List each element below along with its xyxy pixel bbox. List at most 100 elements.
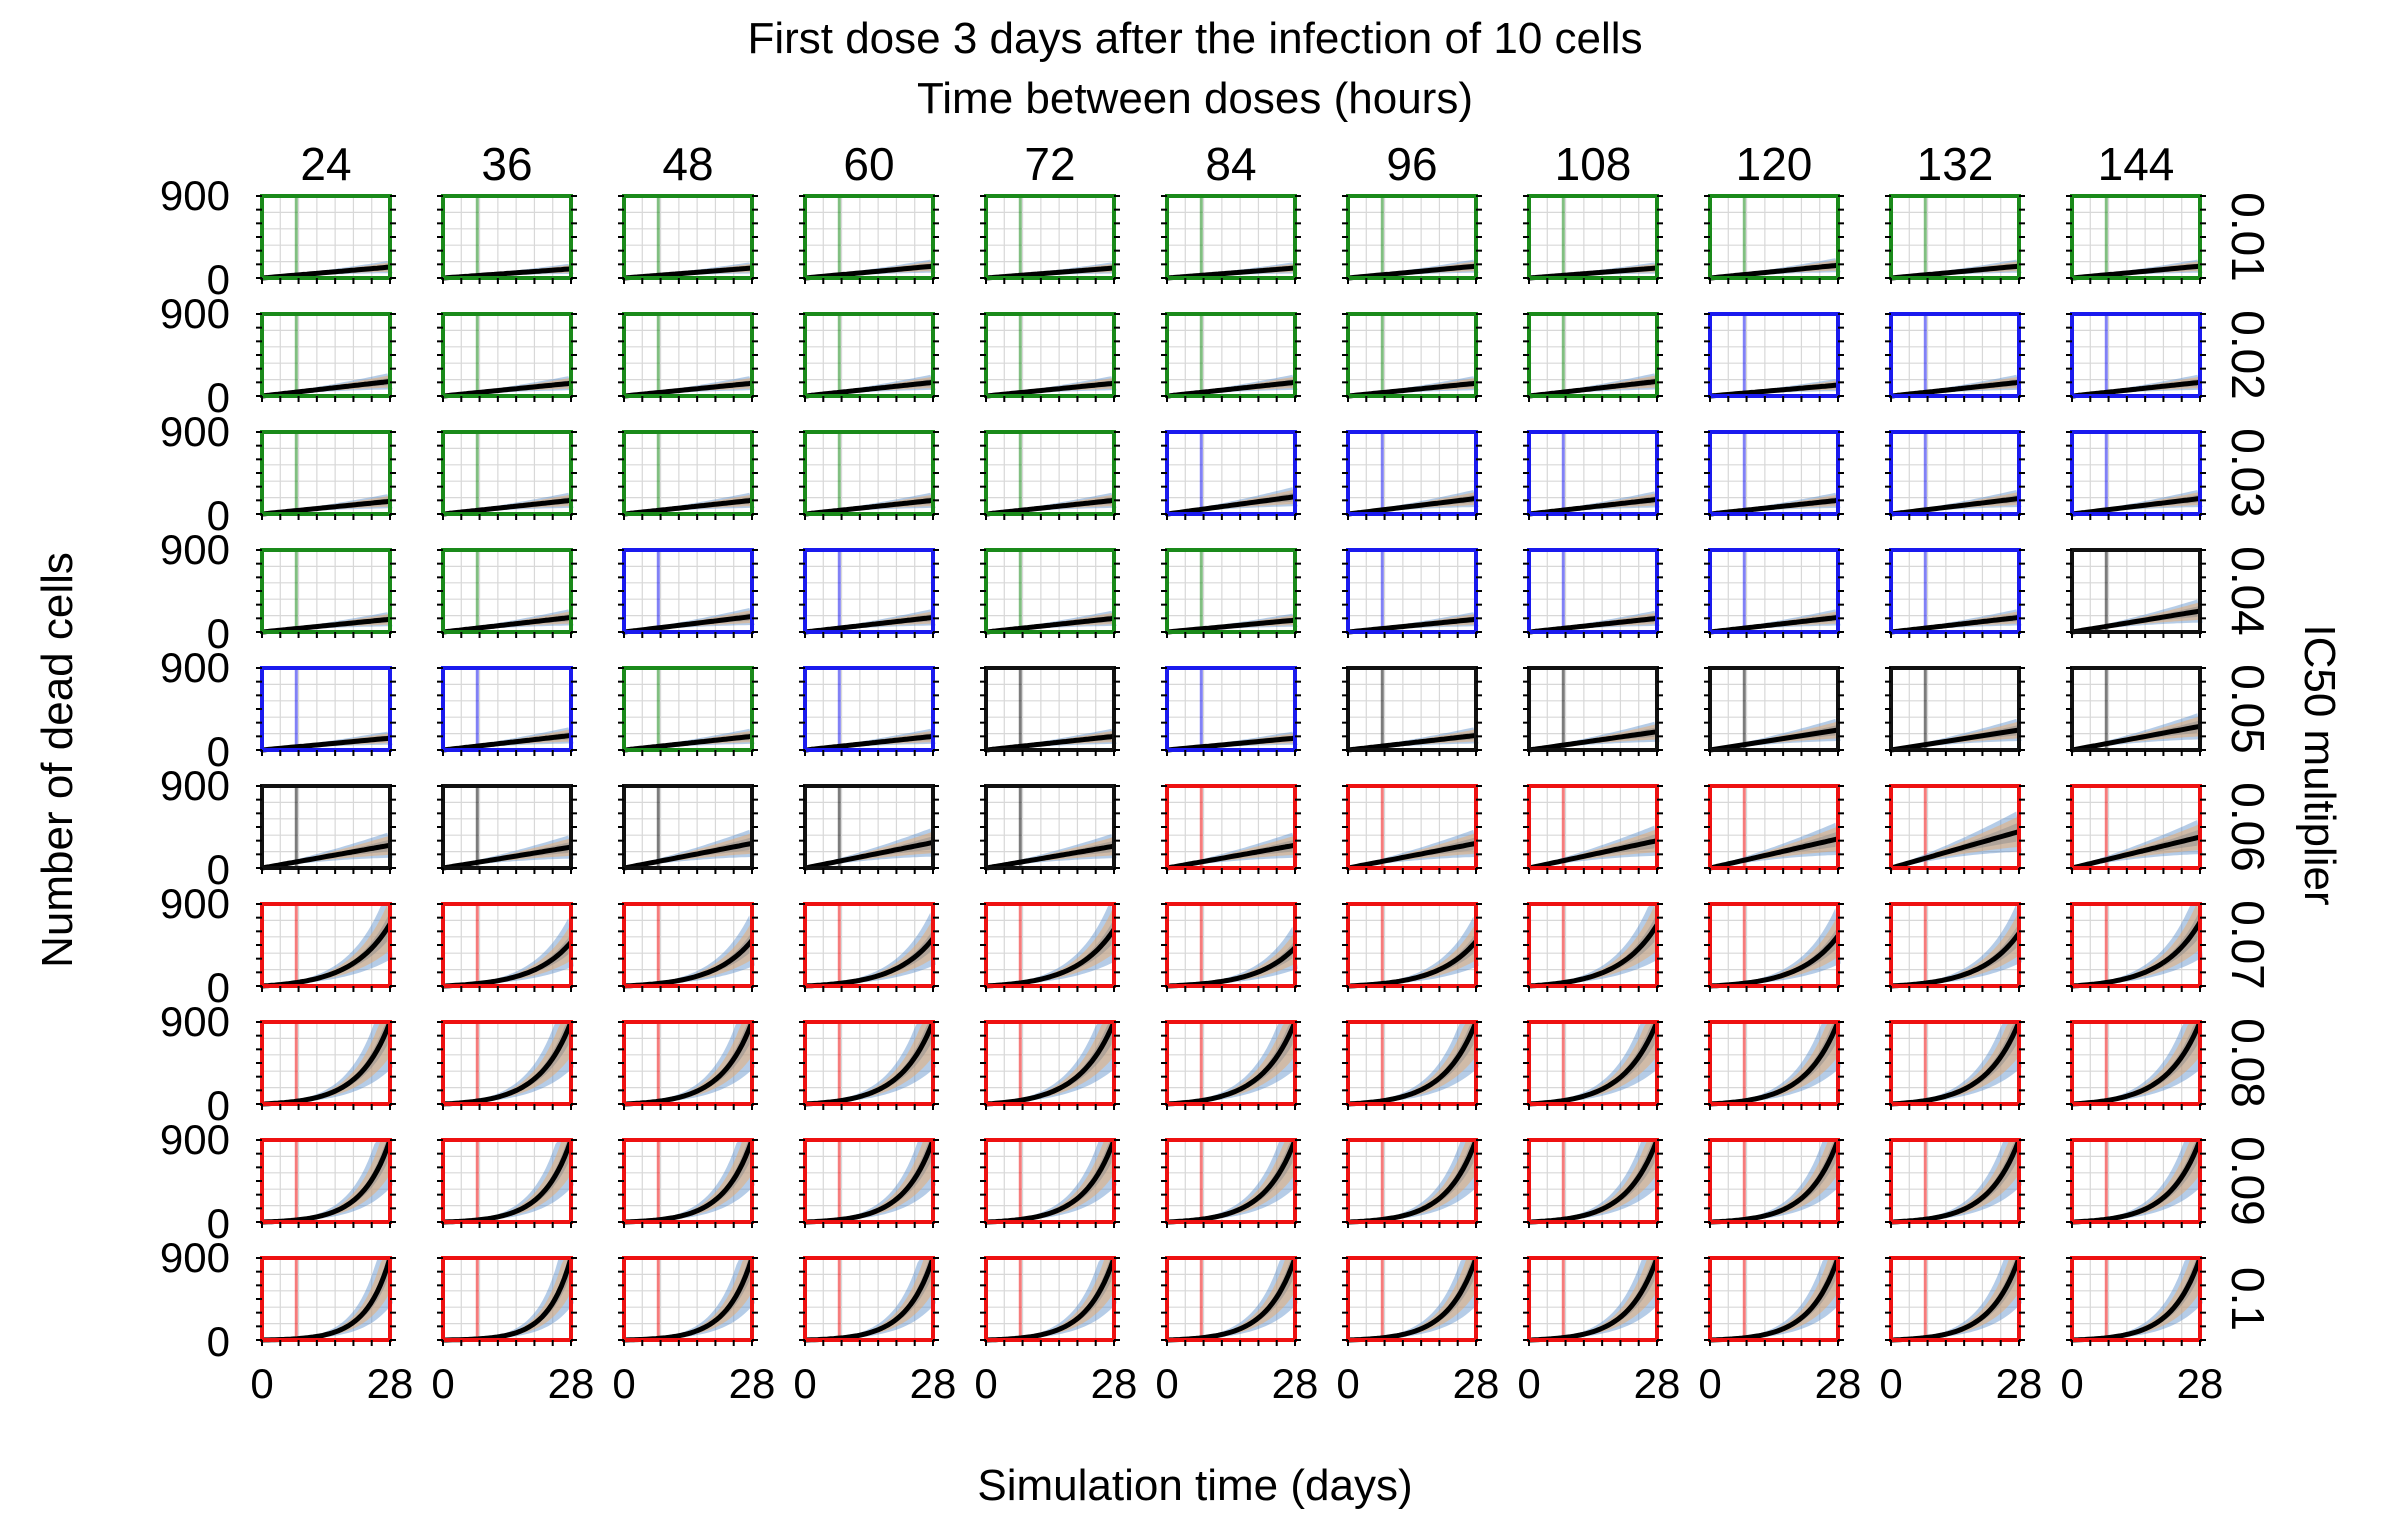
panel-background [1348,550,1476,632]
row-label-0.06: 0.06 [2222,782,2274,872]
mean-curve [261,842,391,871]
y-tick-label-min: 0 [207,1200,230,1247]
row-label-0.05: 0.05 [2222,664,2274,754]
panel-0.1-108 [1523,1256,1663,1346]
mean-curve [1528,496,1658,517]
panel-0.05-84 [1161,666,1301,756]
uncertainty-band [443,1140,571,1222]
uncertainty-band [262,838,390,868]
uncertainty-band [1529,1022,1657,1104]
panel-background [2072,904,2200,986]
mean-curve [1709,836,1839,871]
column-header-36: 36 [481,138,532,190]
panel-background [1529,904,1657,986]
uncertainty-band [1526,1140,1660,1222]
panel-background [986,314,1114,396]
mean-curve [1528,378,1658,399]
panel-0.04-48 [618,548,758,638]
uncertainty-band [1891,911,2019,986]
uncertainty-band [1526,1258,1660,1340]
panel-0.08-84 [1161,1020,1301,1110]
x-tick-label-max: 28 [1272,1360,1319,1407]
panel-0.02-60 [799,312,939,402]
uncertainty-band [2069,1022,2203,1104]
mean-curve [2071,496,2201,517]
row-axis-label: IC50 multiplier [2295,624,2344,905]
panel-0.07-36 [437,902,577,992]
row-label-0.02: 0.02 [2222,310,2274,400]
mean-curve [442,614,572,635]
panel-0.03-36 [437,430,577,520]
mean-curve [1890,379,2020,399]
panel-0.03-48 [618,430,758,520]
uncertainty-band [443,841,571,868]
panel-background [262,668,390,750]
uncertainty-band [1707,1022,1841,1104]
y-tick-label-max: 900 [160,1116,230,1163]
panel-0.08-144 [2066,1020,2206,1110]
panel-background [1529,196,1657,278]
uncertainty-band [1888,1022,2022,1104]
mean-curve [1347,616,1477,635]
uncertainty-band [1710,1140,1838,1222]
y-tick-label-min: 0 [207,728,230,775]
mean-curve [804,379,934,399]
uncertainty-band [1348,1022,1476,1104]
uncertainty-band [1710,1022,1838,1104]
panel-0.02-96 [1342,312,1482,402]
column-header-60: 60 [843,138,894,190]
panel-0.07-60 [799,902,939,992]
mean-curve [442,732,572,753]
mean-curve [2071,834,2201,871]
panel-0.06-96 [1342,784,1482,874]
panel-0.05-120 [1704,666,1844,756]
mean-curve [623,614,753,635]
x-tick-label-max: 28 [548,1360,595,1407]
mean-curve [1347,840,1477,871]
mean-curve [2071,379,2201,399]
uncertainty-band [1164,1022,1298,1104]
panel-background [1167,668,1295,750]
panel-0.1-120 [1704,1256,1844,1346]
mean-curve [1347,380,1477,399]
uncertainty-band [805,1022,933,1104]
uncertainty-band [2072,828,2200,868]
panel-background [1710,668,1838,750]
mean-curve [985,843,1115,871]
uncertainty-band [1345,1140,1479,1222]
uncertainty-band [802,1140,936,1222]
y-tick-label-min: 0 [207,492,230,539]
uncertainty-band [1345,1022,1479,1104]
uncertainty-band [1526,1022,1660,1104]
uncertainty-band [621,1022,755,1104]
panel-0.06-60 [799,784,939,874]
uncertainty-band [1526,904,1660,986]
mean-curve [1347,496,1477,517]
mean-curve [1709,497,1839,517]
panel-0.1-24 [256,1256,396,1346]
panel-background [2072,196,2200,278]
mean-curve [1528,615,1658,635]
panel-background [443,196,571,278]
panel-background [805,196,933,278]
uncertainty-band [1348,1022,1476,1104]
column-header-108: 108 [1555,138,1632,190]
panel-0.06-36 [437,784,577,874]
y-tick-label-min: 0 [207,1082,230,1129]
row-label-0.1: 0.1 [2222,1267,2274,1331]
x-tick-label-max: 28 [910,1360,957,1407]
uncertainty-band [443,1022,571,1104]
panel-0.09-144 [2066,1138,2206,1228]
uncertainty-band [2072,904,2200,986]
mean-curve [985,497,1115,517]
panel-background [262,1258,390,1340]
panel-background [1348,196,1476,278]
uncertainty-band [1891,1258,2019,1340]
mean-curve [1528,838,1658,871]
panel-0.03-24 [256,430,396,520]
panel-0.01-84 [1161,194,1301,284]
x-tick-label-max: 28 [1453,1360,1500,1407]
panel-background [1891,904,2019,986]
panel-0.01-96 [1342,194,1482,284]
